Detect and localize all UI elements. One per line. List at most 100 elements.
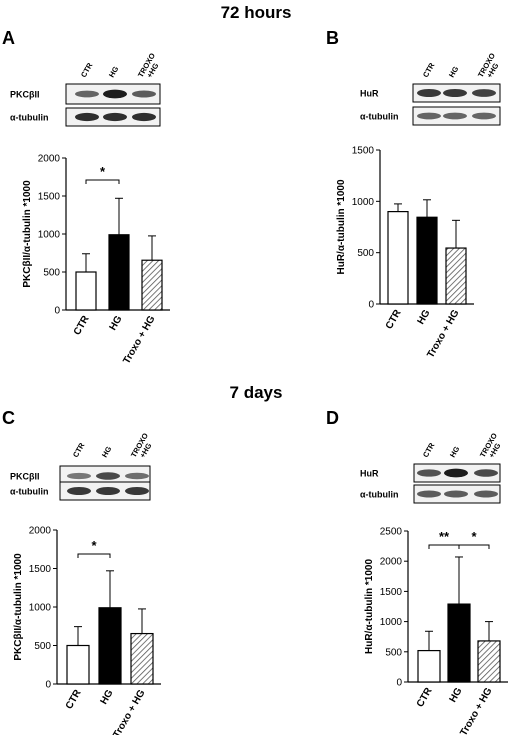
bar	[445, 247, 467, 305]
blot-lane-label: HG	[100, 445, 114, 459]
significance-bracket	[428, 544, 460, 549]
blot-band	[444, 468, 468, 478]
panel-c: C CTR HG TROXO+HG PKCβII α-tubulin 0 500 1000 150…	[2, 408, 161, 735]
blot-band	[132, 112, 156, 122]
y-tick-label: 2000	[38, 154, 61, 165]
blot-band	[132, 90, 156, 98]
blot-band	[125, 487, 149, 495]
x-tick-label: CTR	[415, 685, 435, 709]
y-tick-label: 500	[34, 641, 51, 652]
blot-band	[417, 89, 441, 97]
blot-lane-label: HG	[448, 445, 462, 459]
blot-lane-label: TROXO+HG	[478, 431, 506, 463]
x-tick-label: Troxo + HG	[121, 314, 157, 366]
x-tick-label: HG	[108, 314, 125, 333]
y-tick-label: 1500	[352, 146, 375, 157]
blot-lane-label: CTR	[71, 441, 87, 459]
x-tick-label: HG	[416, 308, 433, 327]
y-tick-label: 1000	[38, 230, 61, 241]
blot-row-label: HuR	[360, 89, 379, 99]
x-tick-label: HG	[99, 688, 116, 707]
blot-band	[474, 469, 498, 477]
bar	[387, 211, 409, 305]
y-tick-label: 0	[396, 678, 402, 689]
blot-band	[472, 89, 496, 97]
y-tick-label: 0	[54, 306, 60, 317]
x-tick-label: CTR	[72, 313, 92, 337]
blot-row-label: PKCβII	[10, 472, 40, 482]
blot-lane-label: TROXO+HG	[129, 431, 157, 463]
significance-marker: *	[91, 538, 97, 553]
y-tick-label: 2000	[380, 557, 403, 568]
y-tick-label: 500	[385, 647, 402, 658]
x-tick-label: CTR	[64, 687, 84, 711]
y-axis-label: HuR/α-tubulin *1000	[364, 559, 375, 654]
blot-band	[103, 89, 127, 99]
y-axis-label: PKCβII/α-tubulin *1000	[22, 180, 33, 288]
blot-band	[417, 469, 441, 477]
y-tick-label: 1000	[352, 197, 375, 208]
y-tick-label: 1500	[29, 564, 52, 575]
bar	[130, 632, 154, 685]
bar	[141, 259, 163, 311]
bar	[66, 644, 90, 685]
blot-band	[474, 490, 498, 498]
blot-band	[417, 490, 441, 498]
y-tick-label: 1500	[380, 587, 403, 598]
x-tick-label: Troxo + HG	[111, 688, 147, 735]
y-tick-label: 2500	[380, 527, 403, 538]
panel-letter: C	[2, 408, 15, 428]
bar	[75, 271, 97, 311]
blot-lane-label: TROXO+HG	[476, 51, 504, 83]
blot-row-label: α-tubulin	[360, 112, 399, 122]
blot-band	[96, 472, 120, 480]
y-axis-label: HuR/α-tubulin *1000	[336, 179, 347, 274]
panel-letter: B	[326, 28, 339, 48]
blot-lane-label: HG	[107, 65, 121, 79]
y-tick-label: 1000	[29, 603, 52, 614]
y-axis-label: PKCβII/α-tubulin *1000	[13, 553, 24, 661]
y-tick-label: 1500	[38, 192, 61, 203]
panel-a: A CTR HG TROXO+HG PKCβII α-tubulin 0 500 1000 150…	[2, 28, 170, 366]
section-title-72h: 72 hours	[221, 3, 292, 22]
panel-b: B CTR HG TROXO+HG HuR α-tubulin 0 500 1000 1500 Hu…	[326, 28, 504, 360]
significance-marker: *	[471, 529, 477, 544]
blot-row-label: α-tubulin	[360, 490, 399, 500]
x-tick-label: HG	[448, 686, 465, 705]
panel-letter: A	[2, 28, 15, 48]
bar	[447, 603, 471, 683]
significance-bracket	[458, 544, 490, 549]
blot-band	[103, 112, 127, 122]
blot-band	[417, 112, 441, 120]
y-tick-label: 2000	[29, 526, 52, 537]
blot-band	[67, 487, 91, 495]
blot-band	[444, 490, 468, 498]
y-tick-label: 0	[45, 680, 51, 691]
bar	[417, 649, 441, 683]
blot-row-label: α-tubulin	[10, 113, 49, 123]
blot-band	[75, 90, 99, 98]
significance-marker: **	[439, 529, 450, 544]
blot-row-label: PKCβII	[10, 90, 40, 100]
panel-d: D CTR HG TROXO+HG HuR α-tubulin 0 500 1000 1500 20…	[326, 408, 508, 735]
blot-band	[443, 89, 467, 97]
section-title-7d: 7 days	[230, 383, 283, 402]
blot-band	[96, 487, 120, 495]
blot-row-label: HuR	[360, 469, 379, 479]
blot-lane-label: CTR	[421, 61, 437, 79]
blot-lane-label: CTR	[421, 441, 437, 459]
panel-letter: D	[326, 408, 339, 428]
y-tick-label: 0	[368, 300, 374, 311]
bar	[98, 607, 122, 685]
x-tick-label: Troxo + HG	[458, 686, 494, 735]
significance-marker: *	[100, 164, 106, 179]
blot-band	[125, 472, 149, 480]
y-tick-label: 500	[43, 268, 60, 279]
x-tick-label: CTR	[384, 307, 404, 331]
blot-band	[75, 112, 99, 122]
blot-band	[472, 112, 496, 120]
y-tick-label: 500	[357, 248, 374, 259]
y-tick-label: 1000	[380, 617, 403, 628]
blot-lane-label: CTR	[79, 61, 95, 79]
